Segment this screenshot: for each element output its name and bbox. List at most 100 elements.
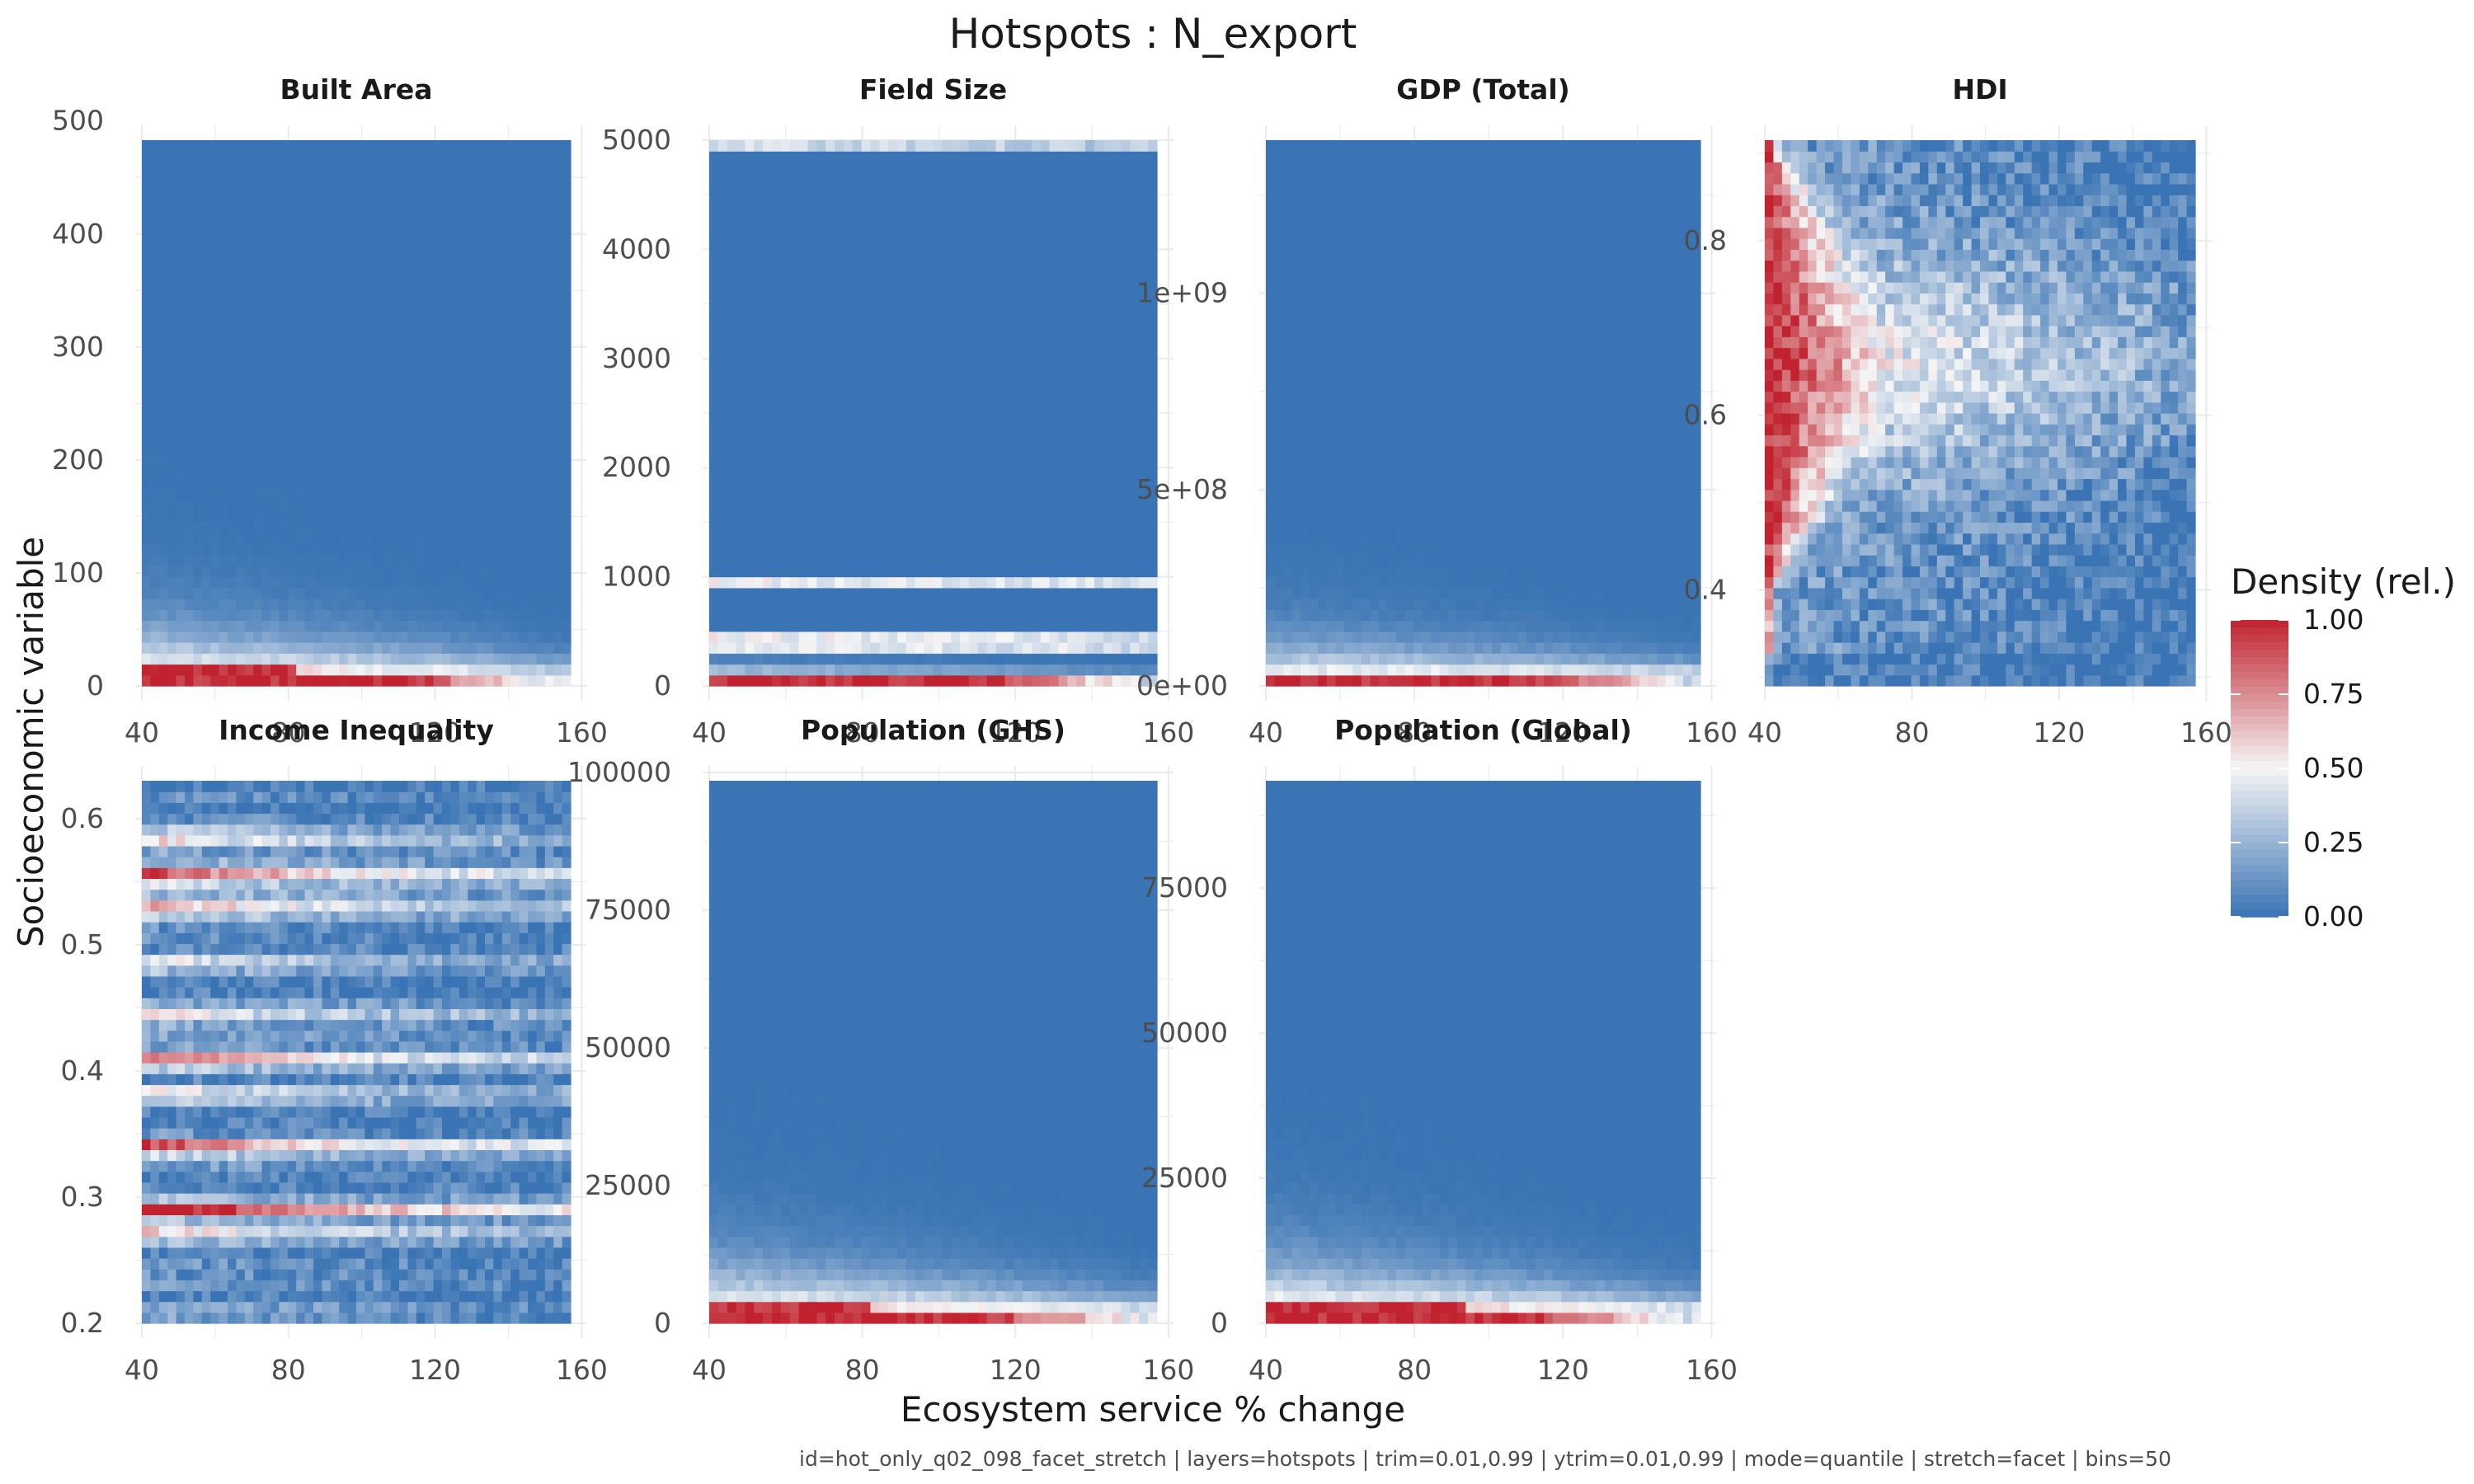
heatmap-cell	[1103, 216, 1113, 228]
heatmap-cell	[905, 445, 916, 458]
heatmap-cell	[897, 609, 907, 622]
heatmap-cell	[399, 533, 408, 545]
heatmap-cell	[176, 216, 186, 228]
heatmap-cell	[727, 314, 737, 326]
heatmap-cell	[450, 249, 460, 261]
heatmap-cell	[442, 402, 451, 414]
heatmap-cell	[296, 653, 306, 665]
heatmap-cell	[995, 347, 1005, 359]
heatmap-cell	[745, 664, 755, 676]
heatmap-cell	[942, 555, 952, 566]
heatmap-cell	[745, 183, 755, 195]
heatmap-cell	[201, 282, 211, 294]
heatmap-cell	[399, 587, 408, 599]
heatmap-cell	[261, 391, 271, 403]
heatmap-cell	[1014, 533, 1023, 545]
heatmap-cell	[373, 270, 383, 283]
heatmap-cell	[897, 566, 907, 578]
heatmap-cell	[373, 511, 383, 523]
heatmap-cell	[407, 620, 417, 632]
heatmap-cell	[468, 445, 477, 458]
heatmap-cell	[356, 195, 365, 207]
heatmap-cell	[888, 249, 898, 261]
heatmap-cell	[772, 216, 782, 228]
heatmap-cell	[253, 609, 263, 622]
heatmap-cell	[951, 566, 961, 578]
heatmap-cell	[1058, 260, 1068, 272]
heatmap-cell	[158, 216, 168, 228]
heatmap-cell	[433, 216, 443, 228]
heatmap-cell	[924, 282, 934, 294]
heatmap-cell	[553, 260, 563, 272]
heatmap-cell	[562, 434, 571, 447]
heatmap-cell	[193, 369, 203, 381]
heatmap-cell	[244, 599, 254, 610]
heatmap-cell	[382, 467, 392, 480]
heatmap-cell	[382, 456, 392, 468]
heatmap-cell	[236, 543, 246, 556]
heatmap-cell	[960, 303, 970, 316]
heatmap-cell	[201, 402, 211, 414]
heatmap-cell	[562, 249, 571, 261]
heatmap-cell	[1139, 500, 1149, 512]
heatmap-cell	[843, 576, 854, 589]
heatmap-cell	[1067, 566, 1077, 578]
heatmap-cell	[825, 664, 835, 676]
heatmap-cell	[1121, 249, 1131, 261]
heatmap-cell	[261, 336, 271, 349]
heatmap-cell	[861, 566, 872, 578]
heatmap-cell	[347, 326, 357, 337]
heatmap-cell	[942, 205, 952, 218]
heatmap-cell	[745, 467, 755, 480]
heatmap-cell	[1049, 380, 1060, 392]
heatmap-cell	[442, 140, 451, 152]
heatmap-cell	[709, 478, 719, 491]
heatmap-cell	[816, 195, 826, 207]
heatmap-cell	[717, 162, 728, 174]
heatmap-cell	[261, 183, 271, 195]
heatmap-cell	[201, 500, 211, 512]
heatmap-cell	[835, 314, 844, 326]
heatmap-cell	[476, 162, 486, 174]
heatmap-cell	[960, 282, 970, 294]
heatmap-cell	[193, 380, 203, 392]
heatmap-cell	[201, 326, 211, 337]
heatmap-cell	[1121, 369, 1131, 381]
heatmap-cell	[825, 522, 835, 534]
heatmap-cell	[977, 326, 988, 337]
heatmap-cell	[236, 609, 246, 622]
heatmap-cell	[1040, 151, 1051, 163]
heatmap-cell	[450, 609, 460, 622]
heatmap-cell	[544, 609, 554, 622]
heatmap-cell	[942, 674, 952, 687]
heatmap-cell	[150, 402, 160, 414]
heatmap-cell	[798, 620, 809, 632]
heatmap-cell	[304, 413, 314, 425]
heatmap-cell	[476, 227, 486, 239]
heatmap-cell	[416, 260, 426, 272]
heatmap-cell	[1085, 391, 1095, 403]
heatmap-cell	[468, 609, 477, 622]
heatmap-cell	[228, 445, 237, 458]
heatmap-cell	[977, 533, 988, 545]
heatmap-cell	[493, 533, 503, 545]
heatmap-cell	[754, 282, 764, 294]
heatmap-cell	[382, 326, 392, 337]
heatmap-cell	[468, 183, 477, 195]
heatmap-cell	[356, 445, 365, 458]
heatmap-cell	[843, 205, 854, 218]
heatmap-cell	[816, 347, 826, 359]
heatmap-cell	[493, 249, 503, 261]
heatmap-cell	[951, 227, 961, 239]
heatmap-cell	[1031, 282, 1042, 294]
heatmap-cell	[176, 566, 186, 578]
heatmap-cell	[1112, 478, 1122, 491]
heatmap-cell	[924, 216, 934, 228]
heatmap-cell	[1076, 456, 1086, 468]
heatmap-cell	[450, 653, 460, 665]
heatmap-cell	[562, 140, 571, 152]
heatmap-cell	[219, 413, 228, 425]
heatmap-cell	[816, 511, 826, 523]
heatmap-cell	[1049, 183, 1060, 195]
heatmap-cell	[1085, 522, 1095, 534]
